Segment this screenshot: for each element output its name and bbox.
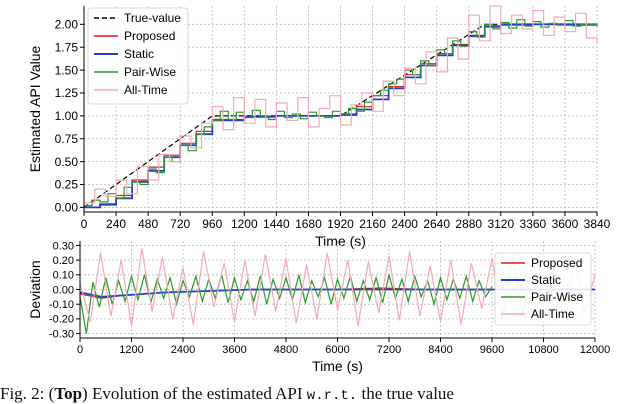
x-tick-label: 1200 — [231, 217, 258, 231]
y-tick-label: -0.10 — [49, 299, 74, 311]
y-tick-label: 1.25 — [55, 86, 79, 100]
x-tick-label: 12000 — [580, 344, 611, 356]
y-tick-label: 0.10 — [53, 270, 74, 282]
legend-label: Pair-Wise — [124, 65, 176, 79]
x-tick-label: 6000 — [325, 344, 349, 356]
legend-label: All-Time — [124, 83, 168, 97]
x-tick-label: 0 — [77, 344, 83, 356]
legend-label: True-value — [124, 11, 181, 25]
x-tick-label: 2640 — [423, 217, 450, 231]
y-tick-label: 0.00 — [55, 201, 79, 215]
figure-caption: Fig. 2: (Top) Evolution of the estimated… — [0, 384, 640, 404]
y-tick-label: 2.00 — [55, 18, 79, 32]
x-tick-label: 3600 — [552, 217, 579, 231]
caption-suffix: the true value — [357, 384, 454, 403]
x-tick-label: 720 — [170, 217, 190, 231]
y-tick-label: 1.00 — [55, 109, 79, 123]
legend-label: Proposed — [531, 256, 582, 270]
legend-label: Pair-Wise — [531, 290, 583, 304]
caption-mono: w.r.t. — [306, 388, 358, 404]
x-tick-label: 3600 — [222, 344, 246, 356]
x-tick-label: 2160 — [359, 217, 386, 231]
y-tick-label: 1.50 — [55, 63, 79, 77]
x-tick-label: 1200 — [119, 344, 143, 356]
x-tick-label: 2400 — [391, 217, 418, 231]
x-tick-label: 10800 — [528, 344, 559, 356]
caption-middle: ) Evolution of the estimated API — [82, 384, 307, 403]
x-axis-label: Time (s) — [315, 233, 366, 249]
x-tick-label: 960 — [202, 217, 222, 231]
legend-box — [494, 252, 592, 326]
x-tick-label: 3120 — [487, 217, 514, 231]
x-tick-label: 1920 — [327, 217, 354, 231]
x-tick-label: 9600 — [480, 344, 504, 356]
y-tick-label: 0.75 — [55, 132, 79, 146]
y-tick-label: 0.50 — [55, 155, 79, 169]
y-axis-label: Estimated API Value — [27, 45, 43, 172]
x-tick-label: 7200 — [377, 344, 401, 356]
legend-label: Proposed — [124, 29, 175, 43]
x-tick-label: 1440 — [263, 217, 290, 231]
y-tick-label: 0.20 — [53, 255, 74, 267]
x-axis-label: Time (s) — [312, 358, 363, 374]
caption-bold: Top — [54, 384, 83, 403]
x-tick-label: 2400 — [171, 344, 195, 356]
y-tick-label: 1.75 — [55, 40, 79, 54]
legend-label: All-Time — [531, 307, 575, 321]
top-chart: 0 240 480 720 960 1200 1440 1680 1920 2160 2400 264… — [27, 5, 611, 249]
y-tick-label: 0.00 — [53, 284, 74, 296]
y-tick-label: -0.20 — [49, 314, 74, 326]
legend-label: Static — [124, 47, 154, 61]
legend-box — [87, 7, 189, 105]
y-tick-label: 0.30 — [53, 240, 74, 252]
y-tick-label: -0.30 — [49, 328, 74, 340]
x-tick-label: 2880 — [455, 217, 482, 231]
y-axis-label: Deviation — [27, 260, 43, 318]
x-tick-label: 0 — [81, 217, 88, 231]
caption-prefix: Fig. 2: ( — [0, 384, 55, 403]
x-tick-label: 8400 — [428, 344, 452, 356]
x-tick-label: 480 — [138, 217, 158, 231]
y-tick-label: 0.25 — [55, 178, 79, 192]
series-line-all-time — [84, 5, 598, 204]
x-tick-label: 3360 — [520, 217, 547, 231]
x-tick-label: 240 — [106, 217, 126, 231]
x-tick-label: 3840 — [584, 217, 611, 231]
series-line-true-value — [83, 23, 597, 208]
bottom-chart: 0 1200 2400 3600 4800 6000 7200 8400 9600 10800 12… — [27, 240, 610, 374]
x-tick-label: 4800 — [274, 344, 298, 356]
x-tick-label: 1680 — [295, 217, 322, 231]
legend-label: Static — [531, 273, 561, 287]
